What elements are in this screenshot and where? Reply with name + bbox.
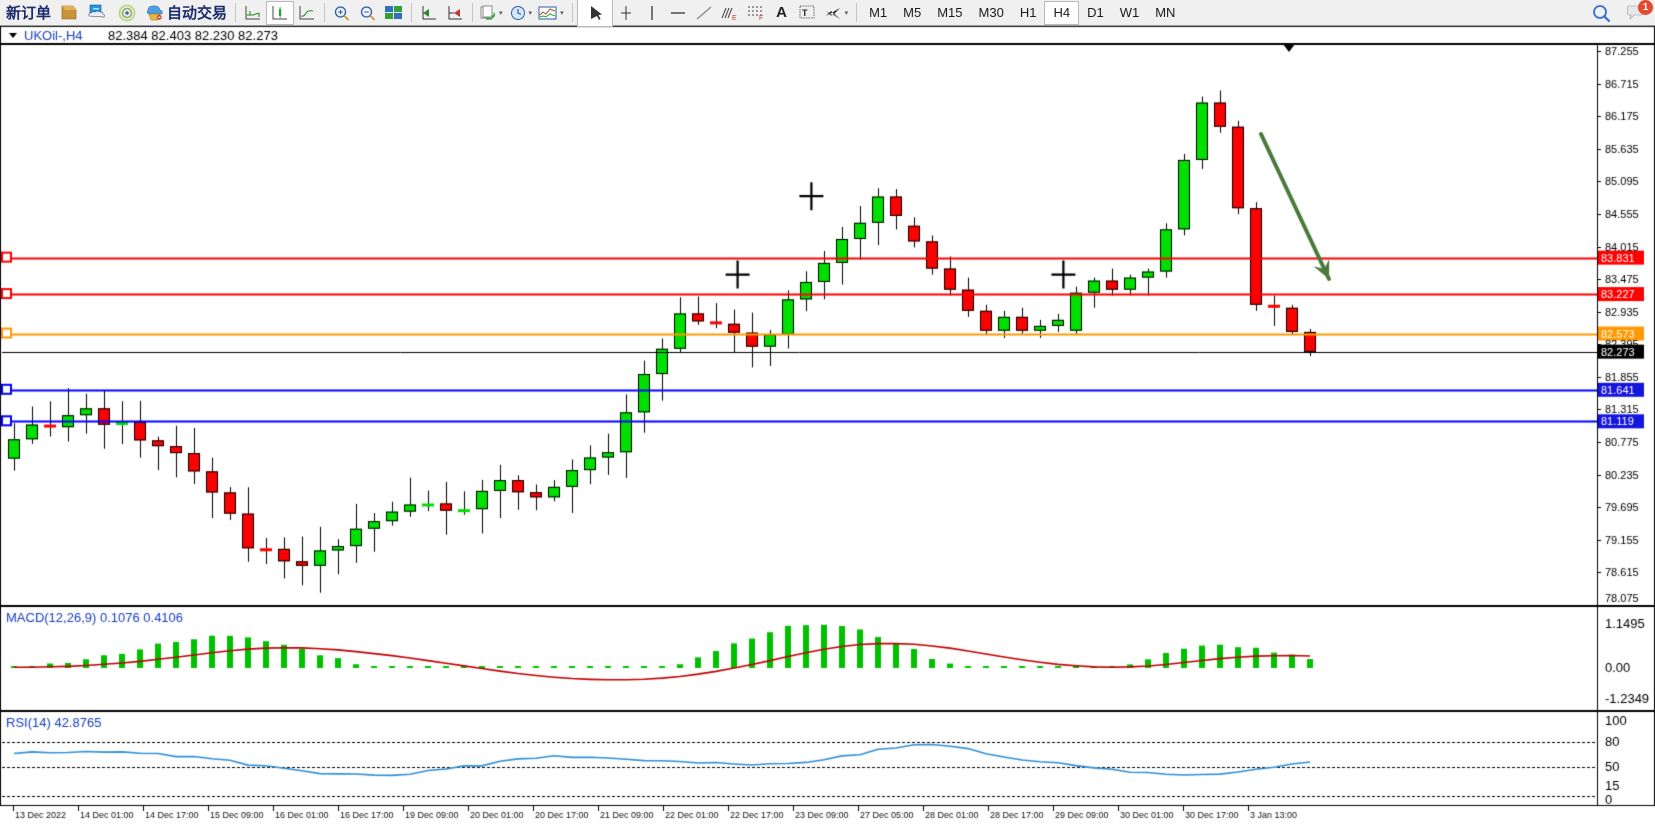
svg-text:E: E <box>732 15 737 21</box>
svg-text:T: T <box>802 8 808 18</box>
svg-text:F: F <box>759 15 763 21</box>
